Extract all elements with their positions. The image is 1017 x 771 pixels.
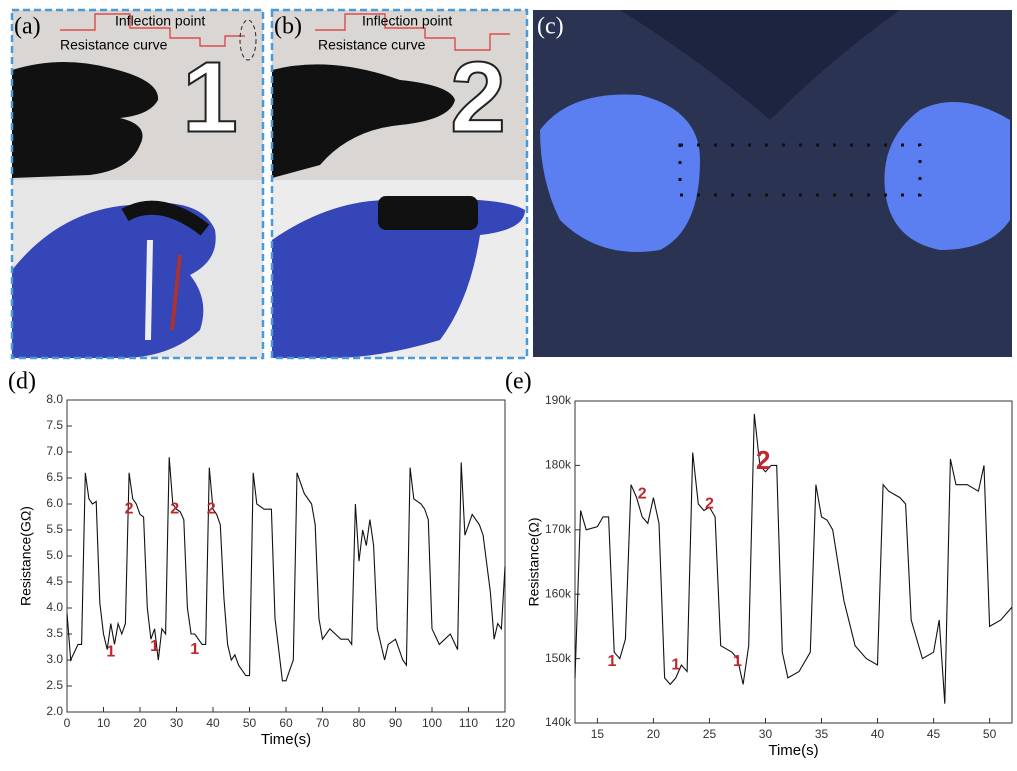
x-tick-label: 15 (591, 727, 605, 741)
y-axis-label: Resistance(GΩ) (18, 506, 34, 606)
y-tick-label: 190k (545, 393, 572, 407)
y-tick-label: 5.0 (46, 548, 63, 562)
panel-a: (a) Inflection point Resistance curve 1 (12, 10, 263, 358)
panel-label: (a) (14, 14, 41, 40)
panel-b: (b) Inflection point Resistance curve 2 (272, 10, 527, 358)
annotation: 1 (106, 643, 115, 660)
annotation: 2 (125, 500, 134, 517)
x-tick-label: 40 (206, 716, 220, 730)
x-tick-label: 20 (647, 727, 661, 741)
x-tick-label: 60 (279, 716, 293, 730)
annotation: 1 (608, 653, 617, 670)
x-tick-label: 80 (352, 716, 366, 730)
x-tick-label: 90 (389, 716, 403, 730)
spring (378, 196, 478, 230)
annotation: 2 (638, 486, 647, 503)
y-tick-label: 3.5 (46, 626, 63, 640)
annotation: 1 (150, 638, 159, 655)
y-tick-label: 140k (545, 715, 572, 729)
step-number: 2 (450, 41, 506, 153)
annotation: 1 (733, 653, 742, 670)
y-tick-label: 2.0 (46, 704, 63, 718)
y-tick-label: 3.0 (46, 652, 63, 666)
data-line (67, 457, 505, 681)
data-line (575, 414, 1012, 704)
y-tick-label: 4.5 (46, 574, 63, 588)
x-tick-label: 20 (133, 716, 147, 730)
y-tick-label: 170k (545, 522, 572, 536)
y-tick-label: 6.5 (46, 470, 63, 484)
x-tick-label: 50 (983, 727, 997, 741)
x-tick-label: 30 (170, 716, 184, 730)
x-tick-label: 120 (495, 716, 515, 730)
y-tick-label: 7.0 (46, 444, 63, 458)
x-tick-label: 50 (243, 716, 257, 730)
step-number: 1 (182, 41, 238, 153)
annotation: Resistance curve (60, 37, 168, 53)
annotation: 1 (671, 656, 680, 673)
x-tick-label: 0 (64, 716, 71, 730)
y-tick-label: 8.0 (46, 392, 63, 406)
panel-label: (b) (274, 14, 302, 40)
x-tick-label: 45 (927, 727, 941, 741)
annotation: Inflection point (115, 13, 205, 29)
y-axis-label: Resistance(Ω) (526, 517, 542, 606)
y-tick-label: 2.5 (46, 678, 63, 692)
annotation: 2 (756, 445, 770, 475)
x-tick-label: 35 (815, 727, 829, 741)
annotation: 2 (207, 500, 216, 517)
y-tick-label: 5.5 (46, 522, 63, 536)
x-tick-label: 10 (97, 716, 111, 730)
x-tick-label: 70 (316, 716, 330, 730)
figure: (a) Inflection point Resistance curve 1 … (0, 0, 1017, 766)
annotation: Resistance curve (318, 37, 426, 53)
panel-c: (c) (533, 10, 1012, 357)
annotation: 2 (705, 495, 714, 512)
panel-label: (c) (537, 14, 564, 40)
x-tick-label: 40 (871, 727, 885, 741)
wire (148, 240, 150, 340)
y-tick-label: 7.5 (46, 418, 63, 432)
y-tick-label: 6.0 (46, 496, 63, 510)
annotation: 2 (170, 500, 179, 517)
x-tick-label: 25 (703, 727, 717, 741)
y-tick-label: 160k (545, 586, 572, 600)
page: (a) Inflection point Resistance curve 1 … (0, 0, 1017, 771)
annotation: 1 (190, 641, 199, 658)
x-tick-label: 110 (459, 716, 478, 730)
x-axis-label: Time(s) (261, 731, 311, 748)
x-tick-label: 30 (759, 727, 773, 741)
y-tick-label: 150k (545, 651, 572, 665)
x-tick-label: 100 (422, 716, 442, 730)
x-axis-label: Time(s) (768, 742, 818, 759)
annotation: Inflection point (362, 13, 452, 29)
panel-label: (e) (505, 369, 532, 395)
panel-label: (d) (8, 369, 36, 395)
plot-frame (67, 400, 505, 712)
y-tick-label: 4.0 (46, 600, 63, 614)
y-tick-label: 180k (545, 458, 572, 472)
